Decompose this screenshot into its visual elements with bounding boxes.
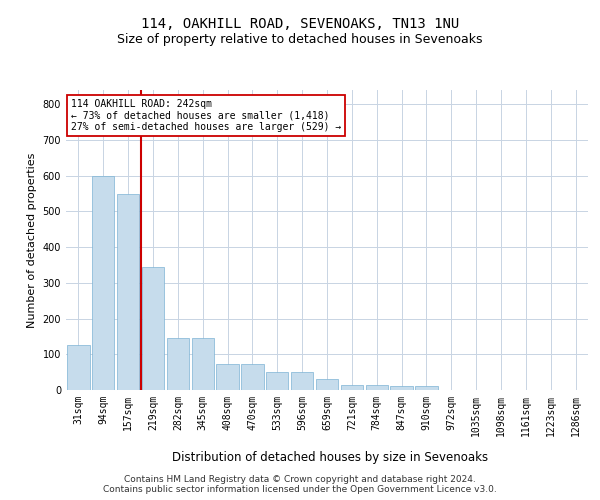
- Bar: [316, 378, 338, 390]
- Bar: [92, 176, 115, 390]
- Bar: [391, 386, 413, 390]
- Bar: [341, 385, 363, 390]
- Bar: [291, 372, 313, 390]
- Bar: [217, 364, 239, 390]
- Bar: [241, 364, 263, 390]
- Bar: [365, 385, 388, 390]
- Bar: [266, 372, 289, 390]
- Text: 114, OAKHILL ROAD, SEVENOAKS, TN13 1NU: 114, OAKHILL ROAD, SEVENOAKS, TN13 1NU: [141, 18, 459, 32]
- Y-axis label: Number of detached properties: Number of detached properties: [27, 152, 37, 328]
- Text: 114 OAKHILL ROAD: 242sqm
← 73% of detached houses are smaller (1,418)
27% of sem: 114 OAKHILL ROAD: 242sqm ← 73% of detach…: [71, 99, 341, 132]
- Bar: [191, 338, 214, 390]
- Text: Contains HM Land Registry data © Crown copyright and database right 2024.
Contai: Contains HM Land Registry data © Crown c…: [103, 474, 497, 494]
- Bar: [142, 267, 164, 390]
- Text: Distribution of detached houses by size in Sevenoaks: Distribution of detached houses by size …: [172, 451, 488, 464]
- Text: Size of property relative to detached houses in Sevenoaks: Size of property relative to detached ho…: [117, 32, 483, 46]
- Bar: [67, 346, 89, 390]
- Bar: [167, 338, 189, 390]
- Bar: [415, 386, 437, 390]
- Bar: [117, 194, 139, 390]
